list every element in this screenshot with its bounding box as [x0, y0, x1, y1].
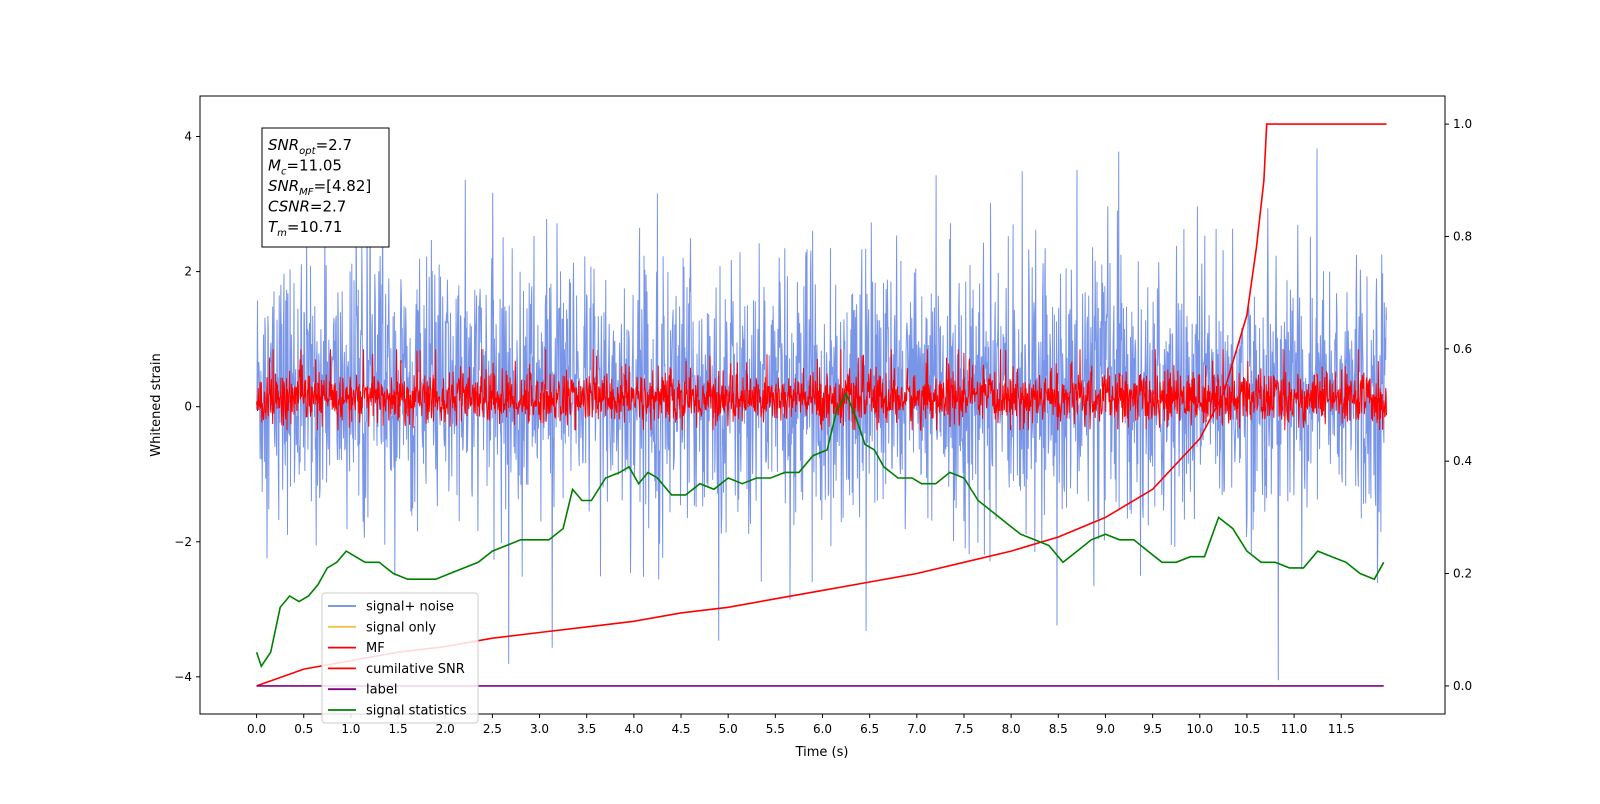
x-axis-label: Time (s): [795, 745, 849, 760]
x-tick-label: 11.0: [1281, 722, 1308, 736]
info-box-frame: [261, 127, 390, 248]
x-tick-label: 1.5: [389, 722, 408, 736]
info-line: SNRMF=[4.82]: [268, 177, 371, 198]
y-axis-ticks: −4 −2 0 2 4: [174, 130, 200, 684]
y-tick-label: 0: [184, 400, 192, 414]
x-tick-label: 6.0: [813, 722, 832, 736]
y2-tick-label: 0.2: [1453, 567, 1472, 581]
x-tick-label: 5.5: [766, 722, 785, 736]
y2-tick-label: 0.0: [1453, 679, 1472, 693]
mf-band: [256, 349, 1387, 432]
x-tick-label: 3.5: [577, 722, 596, 736]
x-tick-label: 8.5: [1049, 722, 1068, 736]
legend: signal+ noise signal only MF cumilative SNR…: [321, 592, 479, 724]
x-tick-label: 3.0: [530, 722, 549, 736]
legend-entry: MF: [366, 641, 385, 656]
legend-entry: signal+ noise: [366, 600, 454, 615]
legend-frame: [321, 592, 479, 724]
x-tick-label: 4.0: [624, 722, 643, 736]
x-tick-label: 5.0: [719, 722, 738, 736]
y2-tick-label: 0.6: [1453, 342, 1472, 356]
x-tick-label: 7.0: [907, 722, 926, 736]
x-tick-label: 10.5: [1234, 722, 1261, 736]
x-tick-label: 8.0: [1002, 722, 1021, 736]
y-axis-label: Whitened strain: [149, 353, 164, 456]
y-tick-label: 2: [184, 265, 192, 279]
x-tick-label: 11.5: [1328, 722, 1355, 736]
x-tick-label: 6.5: [860, 722, 879, 736]
y2-tick-label: 0.4: [1453, 454, 1472, 468]
info-line: SNRopt=2.7: [268, 136, 352, 157]
x-tick-label: 2.0: [436, 722, 455, 736]
x-tick-label: 2.5: [483, 722, 502, 736]
signal-statistics-line: [255, 391, 1385, 668]
legend-entry: cumilative SNR: [366, 662, 465, 677]
x-tick-label: 4.5: [671, 722, 690, 736]
y2-tick-label: 0.8: [1453, 229, 1472, 243]
mf-line: [256, 349, 1387, 432]
x-tick-label: 9.5: [1143, 722, 1162, 736]
info-line: Mc=11.05: [268, 157, 342, 178]
info-line: Tm=10.71: [268, 218, 342, 239]
info-line: CSNR=2.7: [268, 198, 346, 216]
legend-entry: signal statistics: [366, 704, 467, 719]
x-axis-ticks: 0.0 0.5 1.0 1.5 2.0 2.5 3.0 3.5 4.0 4.5 5.0 5.5 6.0 6…: [247, 714, 1355, 736]
y-tick-label: −2: [174, 535, 192, 549]
y2-tick-label: 1.0: [1453, 117, 1472, 131]
x-tick-label: 0.5: [294, 722, 313, 736]
x-tick-label: 7.5: [954, 722, 973, 736]
legend-entry: label: [366, 683, 397, 698]
x-tick-label: 0.0: [247, 722, 266, 736]
y2-axis-ticks: 0.0 0.2 0.4 0.6 0.8 1.0: [1445, 117, 1472, 693]
legend-entry: signal only: [366, 620, 436, 635]
x-tick-label: 9.0: [1096, 722, 1115, 736]
x-tick-label: 1.0: [341, 722, 360, 736]
y-tick-label: −4: [174, 670, 192, 684]
x-tick-label: 10.0: [1186, 722, 1213, 736]
y-tick-label: 4: [184, 130, 192, 144]
